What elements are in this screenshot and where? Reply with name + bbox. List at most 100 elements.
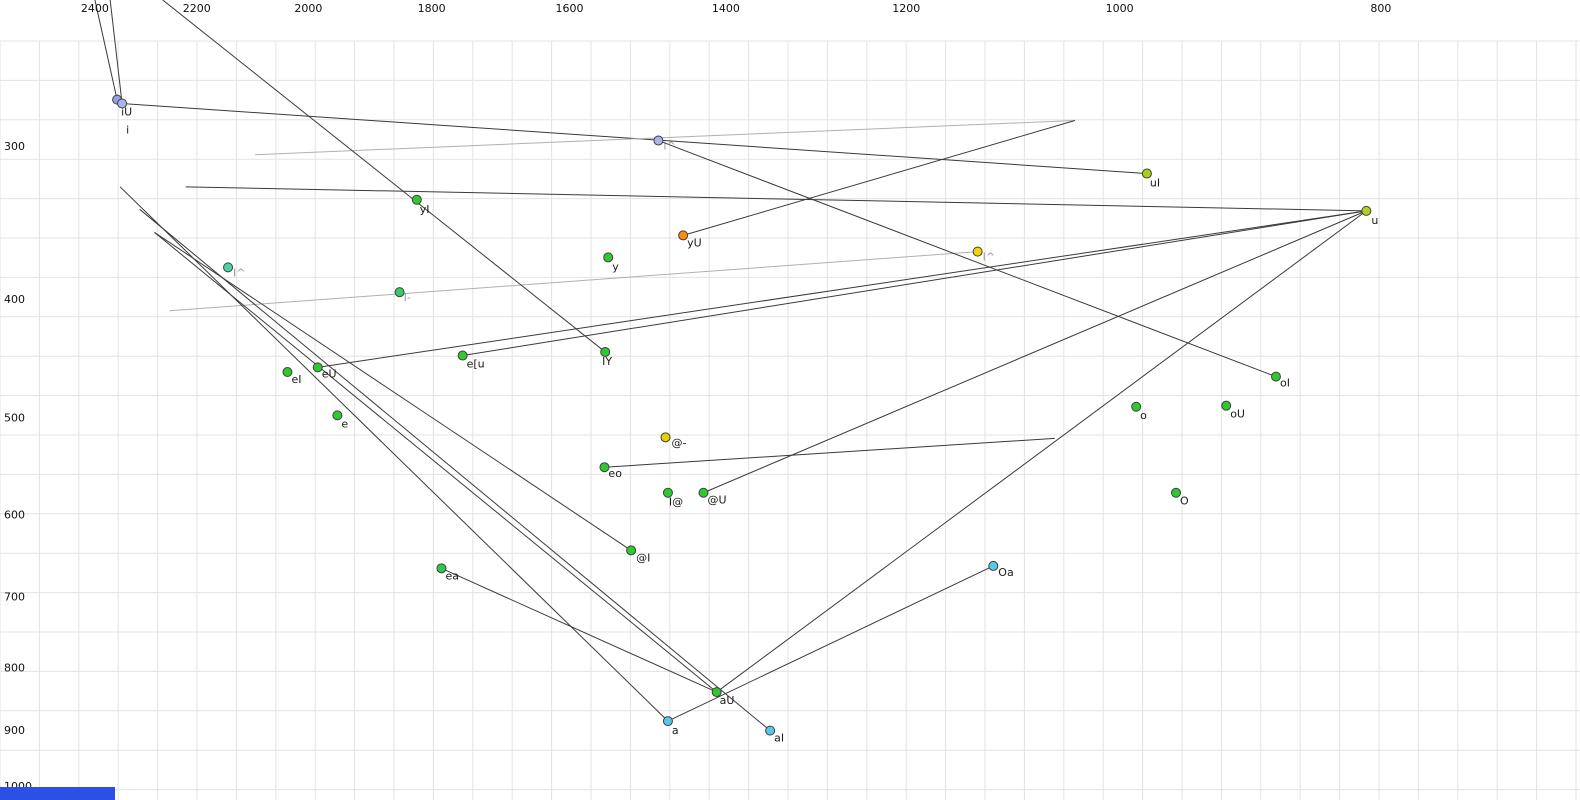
vowel-point-a[interactable] [662,716,673,727]
vowel-point-uI[interactable] [1141,168,1152,179]
x-tick-label: 2000 [294,2,322,15]
trajectory-line [658,140,1277,378]
x-tick-label: 1400 [712,2,740,15]
trajectory-line [667,565,994,722]
vowel-point-o[interactable] [1131,401,1142,412]
vowel-label: o [1140,409,1147,422]
trajectory-line [119,186,669,722]
trajectory-line [154,232,717,693]
x-tick-label: 2200 [183,2,211,15]
vowel-label: I@ [669,496,683,509]
vowel-point-eo[interactable] [599,462,610,473]
vowel-point-i^[interactable] [653,135,664,146]
x-tick-label: 1000 [1106,2,1134,15]
vowel-label: eU [322,367,337,380]
vowel-point-e[interactable] [332,410,343,421]
vowel-label: @I [636,551,650,564]
y-tick-label: 500 [4,412,25,425]
vowel-point-i[interactable] [117,98,128,109]
vowel-label: iU [121,106,132,119]
vowel-label: oI [1280,377,1290,390]
x-tick-label: 800 [1370,2,1391,15]
trajectory-line [255,119,1075,156]
vowel-point-ea[interactable] [436,563,447,574]
vowel-point-Oa[interactable] [988,560,999,571]
vowel-label: i^ [663,140,675,153]
vowel-point-I^[interactable] [972,246,983,257]
trajectory-line [185,186,1367,212]
trajectory-line [109,0,123,104]
vowel-point-eI[interactable] [282,367,293,378]
vowel-point-y[interactable] [603,252,614,263]
vowel-label: i [126,123,129,136]
trajectory-line [716,210,1367,693]
x-tick-label: 2400 [81,2,109,15]
vowel-point-aI[interactable] [765,725,776,736]
vowel-label: y [612,260,619,273]
vowel-label: oU [1230,408,1245,421]
selection-highlight[interactable] [0,787,115,800]
trajectory-line [703,210,1367,494]
trajectory-line [162,0,606,353]
vowel-label: yI [420,203,430,216]
vowel-label: I- [404,291,411,304]
vowel-label: a [672,724,679,737]
trajectory-line [139,208,771,732]
y-tick-label: 700 [4,590,25,603]
y-tick-label: 800 [4,661,25,674]
vowel-label: uI [1150,177,1160,190]
y-tick-label: 900 [4,724,25,737]
vowel-point-eU[interactable] [312,362,323,373]
vowel-label: eo [608,467,622,480]
vowel-point-IY[interactable] [600,346,611,357]
vowel-point-yU[interactable] [678,230,689,241]
vowel-point-O[interactable] [1171,487,1182,498]
vowel-point-oU[interactable] [1221,400,1232,411]
vowel-label: O [1180,495,1189,508]
vowel-label: eI [291,373,301,386]
vowel-label: Oa [998,566,1013,579]
vowel-label: ea [445,569,459,582]
vowel-point-I-[interactable] [394,287,405,298]
vowel-point-@U[interactable] [698,487,709,498]
trajectory-line [94,0,118,100]
y-tick-label: 600 [4,508,25,521]
vowel-point-@-[interactable] [660,432,671,443]
vowel-label: I^ [233,266,245,279]
trajectory-line [604,437,1055,468]
axes: 2400 2200 2000 1800 1600 1400 1200 1000 800 300 40… [4,2,1391,793]
x-tick-label: 1600 [556,2,584,15]
y-tick-label: 400 [4,293,25,306]
vowel-label: @- [672,436,687,449]
trajectories [94,0,1367,732]
grid [0,40,1580,800]
trajectory-line [169,251,978,312]
y-tick-label: 300 [4,140,25,153]
trajectory-line [317,210,1367,368]
vowel-point-oI[interactable] [1270,371,1281,382]
x-tick-label: 1800 [418,2,446,15]
x-tick-label: 1200 [892,2,920,15]
trajectory-line [441,567,717,693]
vowel-label: e [341,417,348,430]
vowel-point-I@[interactable] [662,487,673,498]
trajectory-line [683,120,1076,236]
vowel-point-u[interactable] [1361,205,1372,216]
trajectory-line [462,210,1367,357]
vowel-point-e[u[interactable] [457,350,468,361]
vowel-label: e[u [467,358,485,371]
vowel-point-I^[interactable] [223,262,234,273]
vowel-label: IY [602,355,612,368]
vowel-label: @U [707,494,726,507]
vowel-point-aU[interactable] [711,687,722,698]
vowel-point-yI[interactable] [411,194,422,205]
vowel-label: aI [774,732,784,745]
trajectory-line [154,231,632,551]
vowel-label: u [1371,214,1378,227]
vowel-point-@I[interactable] [626,545,637,556]
vowel-label: I^ [983,251,995,264]
vowel-label: yU [687,236,702,249]
